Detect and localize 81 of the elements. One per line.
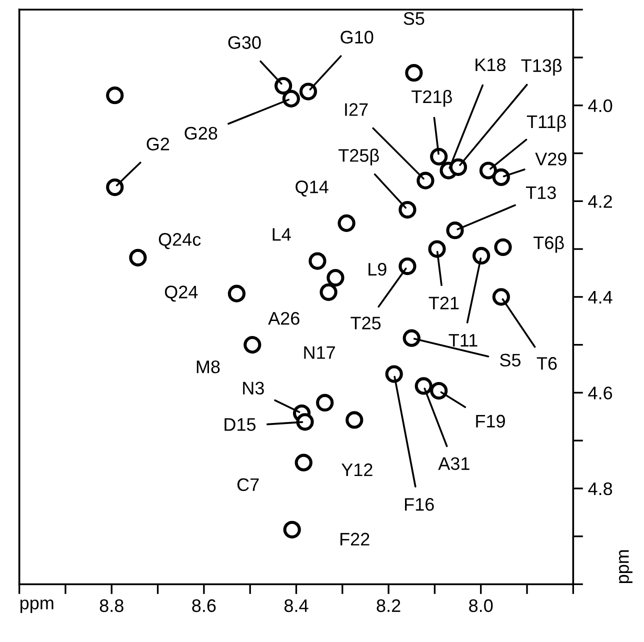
annotation: L4: [272, 228, 291, 241]
point: [296, 413, 314, 431]
annotation: S5: [500, 354, 521, 367]
point: [346, 411, 364, 429]
point: [385, 365, 403, 383]
annotation: A31: [438, 457, 470, 470]
x-axis-title: ppm: [20, 600, 54, 614]
annotation: D15: [224, 418, 256, 431]
annotation: Q14: [296, 180, 328, 197]
x-tick-label: 8.0: [469, 599, 493, 612]
point: [414, 377, 432, 395]
point: [274, 76, 292, 95]
point: [472, 246, 490, 265]
y-tick-label: 4.4: [588, 291, 612, 304]
annotation: T25: [350, 316, 381, 330]
x-tick-label: 8.2: [376, 599, 400, 612]
point: [299, 82, 318, 100]
x-tick-label: 8.8: [100, 599, 124, 612]
y-tick-label: 4.6: [588, 386, 612, 400]
point: [106, 178, 124, 196]
annotation: G28: [184, 126, 218, 140]
annotation: M8: [196, 360, 220, 374]
annotation: N17: [304, 346, 335, 359]
y-axis-title: ppm: [618, 550, 632, 584]
point: [492, 168, 510, 186]
annotation: L9: [368, 262, 386, 276]
annotation: S5: [404, 12, 424, 25]
annotation: F16: [405, 498, 434, 511]
x-tick-label: 8.4: [284, 599, 308, 612]
annotation: T6: [536, 357, 557, 370]
annotation: T6β: [534, 236, 564, 253]
point: [129, 248, 147, 266]
y-tick-label: 4.0: [588, 99, 612, 112]
point: [228, 284, 246, 302]
annotation: G30: [228, 36, 261, 49]
annotation: T25β: [338, 148, 379, 166]
annotation: Q24c: [158, 233, 201, 250]
point: [405, 64, 423, 82]
point: [492, 288, 510, 306]
point: [416, 172, 434, 190]
annotation: F22: [340, 532, 370, 546]
point: [282, 90, 300, 108]
point: [402, 329, 420, 347]
point: [244, 336, 262, 354]
annotation: T13β: [521, 58, 562, 76]
point: [326, 268, 344, 287]
point: [398, 200, 416, 219]
point: [430, 148, 448, 166]
point: [294, 454, 312, 472]
annotation: G2: [146, 138, 170, 150]
annotation: T11β: [526, 114, 566, 132]
point: [430, 382, 448, 400]
point: [494, 238, 512, 256]
point: [338, 214, 356, 232]
point: [428, 240, 446, 258]
annotation: N3: [243, 382, 264, 395]
point: [320, 283, 338, 301]
annotation: Y12: [342, 463, 372, 476]
x-tick-label: 8.6: [192, 599, 216, 612]
annotation: V29: [535, 152, 566, 166]
annotation: C7: [237, 478, 259, 492]
point: [446, 222, 464, 240]
annotation: T21: [428, 296, 459, 310]
annotation: I27: [345, 103, 368, 116]
point: [283, 520, 301, 538]
annotation: G10: [340, 30, 374, 44]
annotation: K18: [476, 58, 506, 72]
point: [449, 158, 468, 176]
point: [106, 86, 124, 104]
annotation: T11: [448, 334, 478, 347]
y-tick-label: 4.8: [588, 482, 612, 496]
annotation: T13: [526, 186, 556, 200]
annotation: F19: [476, 414, 505, 428]
point: [316, 394, 334, 412]
annotation: A26: [268, 312, 300, 325]
point: [479, 162, 498, 180]
point: [308, 252, 326, 270]
annotation: T21β: [412, 90, 452, 107]
y-tick-label: 4.2: [588, 195, 612, 208]
annotation: Q24: [164, 286, 198, 302]
point: [398, 257, 416, 276]
